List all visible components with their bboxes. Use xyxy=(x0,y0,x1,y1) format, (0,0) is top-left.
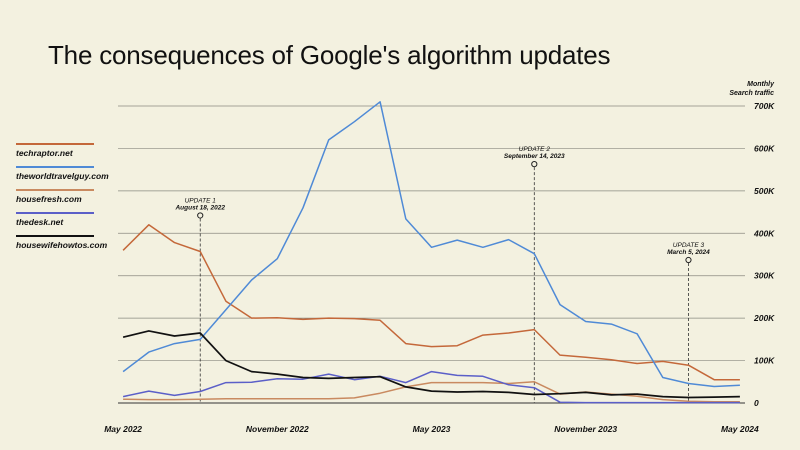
annotation-title: UPDATE 2 xyxy=(519,146,551,153)
legend-item: thedesk.net xyxy=(16,209,106,232)
y-tick-label: 600K xyxy=(754,143,775,153)
y-tick-label: 200K xyxy=(753,313,775,323)
legend-label: techraptor.net xyxy=(16,148,73,158)
legend: techraptor.net theworldtravelguy.com house… xyxy=(16,140,109,255)
series-line-theworldtravelguy-com xyxy=(122,101,740,388)
annotation-title: UPDATE 1 xyxy=(185,197,217,204)
legend-swatch xyxy=(16,189,94,191)
legend-item: housewifehowtos.com xyxy=(16,232,108,255)
y-tick-label: 0 xyxy=(754,398,759,408)
y-tick-label: 500K xyxy=(754,186,775,196)
legend-label: housefresh.com xyxy=(16,194,82,204)
annotation-title: UPDATE 3 xyxy=(673,242,705,249)
y-tick-label: 700K xyxy=(754,101,775,111)
y-axis-unit-line1: Monthly xyxy=(747,81,774,88)
y-tick-label: 400K xyxy=(753,228,775,238)
annotation-date: September 14, 2023 xyxy=(504,153,565,160)
legend-swatch xyxy=(16,212,94,214)
annotation-marker xyxy=(197,212,204,219)
x-tick-label: May 2024 xyxy=(721,424,759,434)
annotation-date: March 5, 2024 xyxy=(667,249,710,256)
y-tick-label: 100K xyxy=(754,356,775,366)
legend-label: thedesk.net xyxy=(16,217,64,227)
series-line-techraptor-net xyxy=(122,224,740,381)
annotation-marker xyxy=(531,161,538,168)
x-tick-label: May 2022 xyxy=(104,424,142,434)
series-line-housewifehowtos-com xyxy=(122,330,740,399)
legend-label: housewifehowtos.com xyxy=(16,240,108,250)
chart-title: The consequences of Google's algorithm u… xyxy=(48,40,611,70)
y-axis-unit-label: Monthly Search traffic xyxy=(684,80,774,98)
x-tick-label: May 2023 xyxy=(413,424,451,434)
legend-swatch xyxy=(16,166,94,168)
x-tick-label: November 2022 xyxy=(246,424,309,434)
series-line-thedesk-net xyxy=(122,370,740,404)
legend-swatch xyxy=(16,235,94,237)
legend-swatch xyxy=(16,143,94,145)
y-tick-label: 300K xyxy=(754,271,775,281)
legend-item: techraptor.net xyxy=(16,140,106,163)
y-axis-unit-line2: Search traffic xyxy=(729,90,774,97)
legend-item: housefresh.com xyxy=(16,186,106,209)
legend-item: theworldtravelguy.com xyxy=(16,163,109,186)
annotation-date: August 18, 2022 xyxy=(174,204,225,211)
x-tick-label: November 2023 xyxy=(554,424,617,434)
legend-label: theworldtravelguy.com xyxy=(16,171,109,181)
series-line-housefresh-com xyxy=(123,381,740,403)
annotation-marker xyxy=(685,256,692,264)
